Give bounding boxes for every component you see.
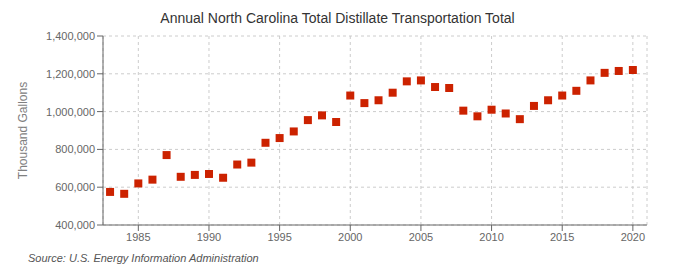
svg-text:1,000,000: 1,000,000 xyxy=(46,106,95,118)
svg-text:400,000: 400,000 xyxy=(55,219,95,231)
html-text:Source: U.S. Energy Informatio: Source: U.S. Energy Information Administ… xyxy=(28,252,259,264)
svg-text:2000: 2000 xyxy=(338,231,362,243)
svg-text:1990: 1990 xyxy=(197,231,221,243)
svg-text:800,000: 800,000 xyxy=(55,143,95,155)
svg-text:2020: 2020 xyxy=(621,231,645,243)
svg-text:1995: 1995 xyxy=(267,231,291,243)
svg-text:2015: 2015 xyxy=(550,231,574,243)
svg-text:1,200,000: 1,200,000 xyxy=(46,68,95,80)
svg-text:Thousand Gallons: Thousand Gallons xyxy=(16,82,30,179)
svg-text:2010: 2010 xyxy=(479,231,503,243)
html-text:Annual North Carolina Total Di: Annual North Carolina Total Distillate T… xyxy=(160,10,515,26)
svg-text:1,400,000: 1,400,000 xyxy=(46,30,95,42)
svg-text:2005: 2005 xyxy=(409,231,433,243)
svg-text:600,000: 600,000 xyxy=(55,181,95,193)
svg-text:1985: 1985 xyxy=(126,231,150,243)
